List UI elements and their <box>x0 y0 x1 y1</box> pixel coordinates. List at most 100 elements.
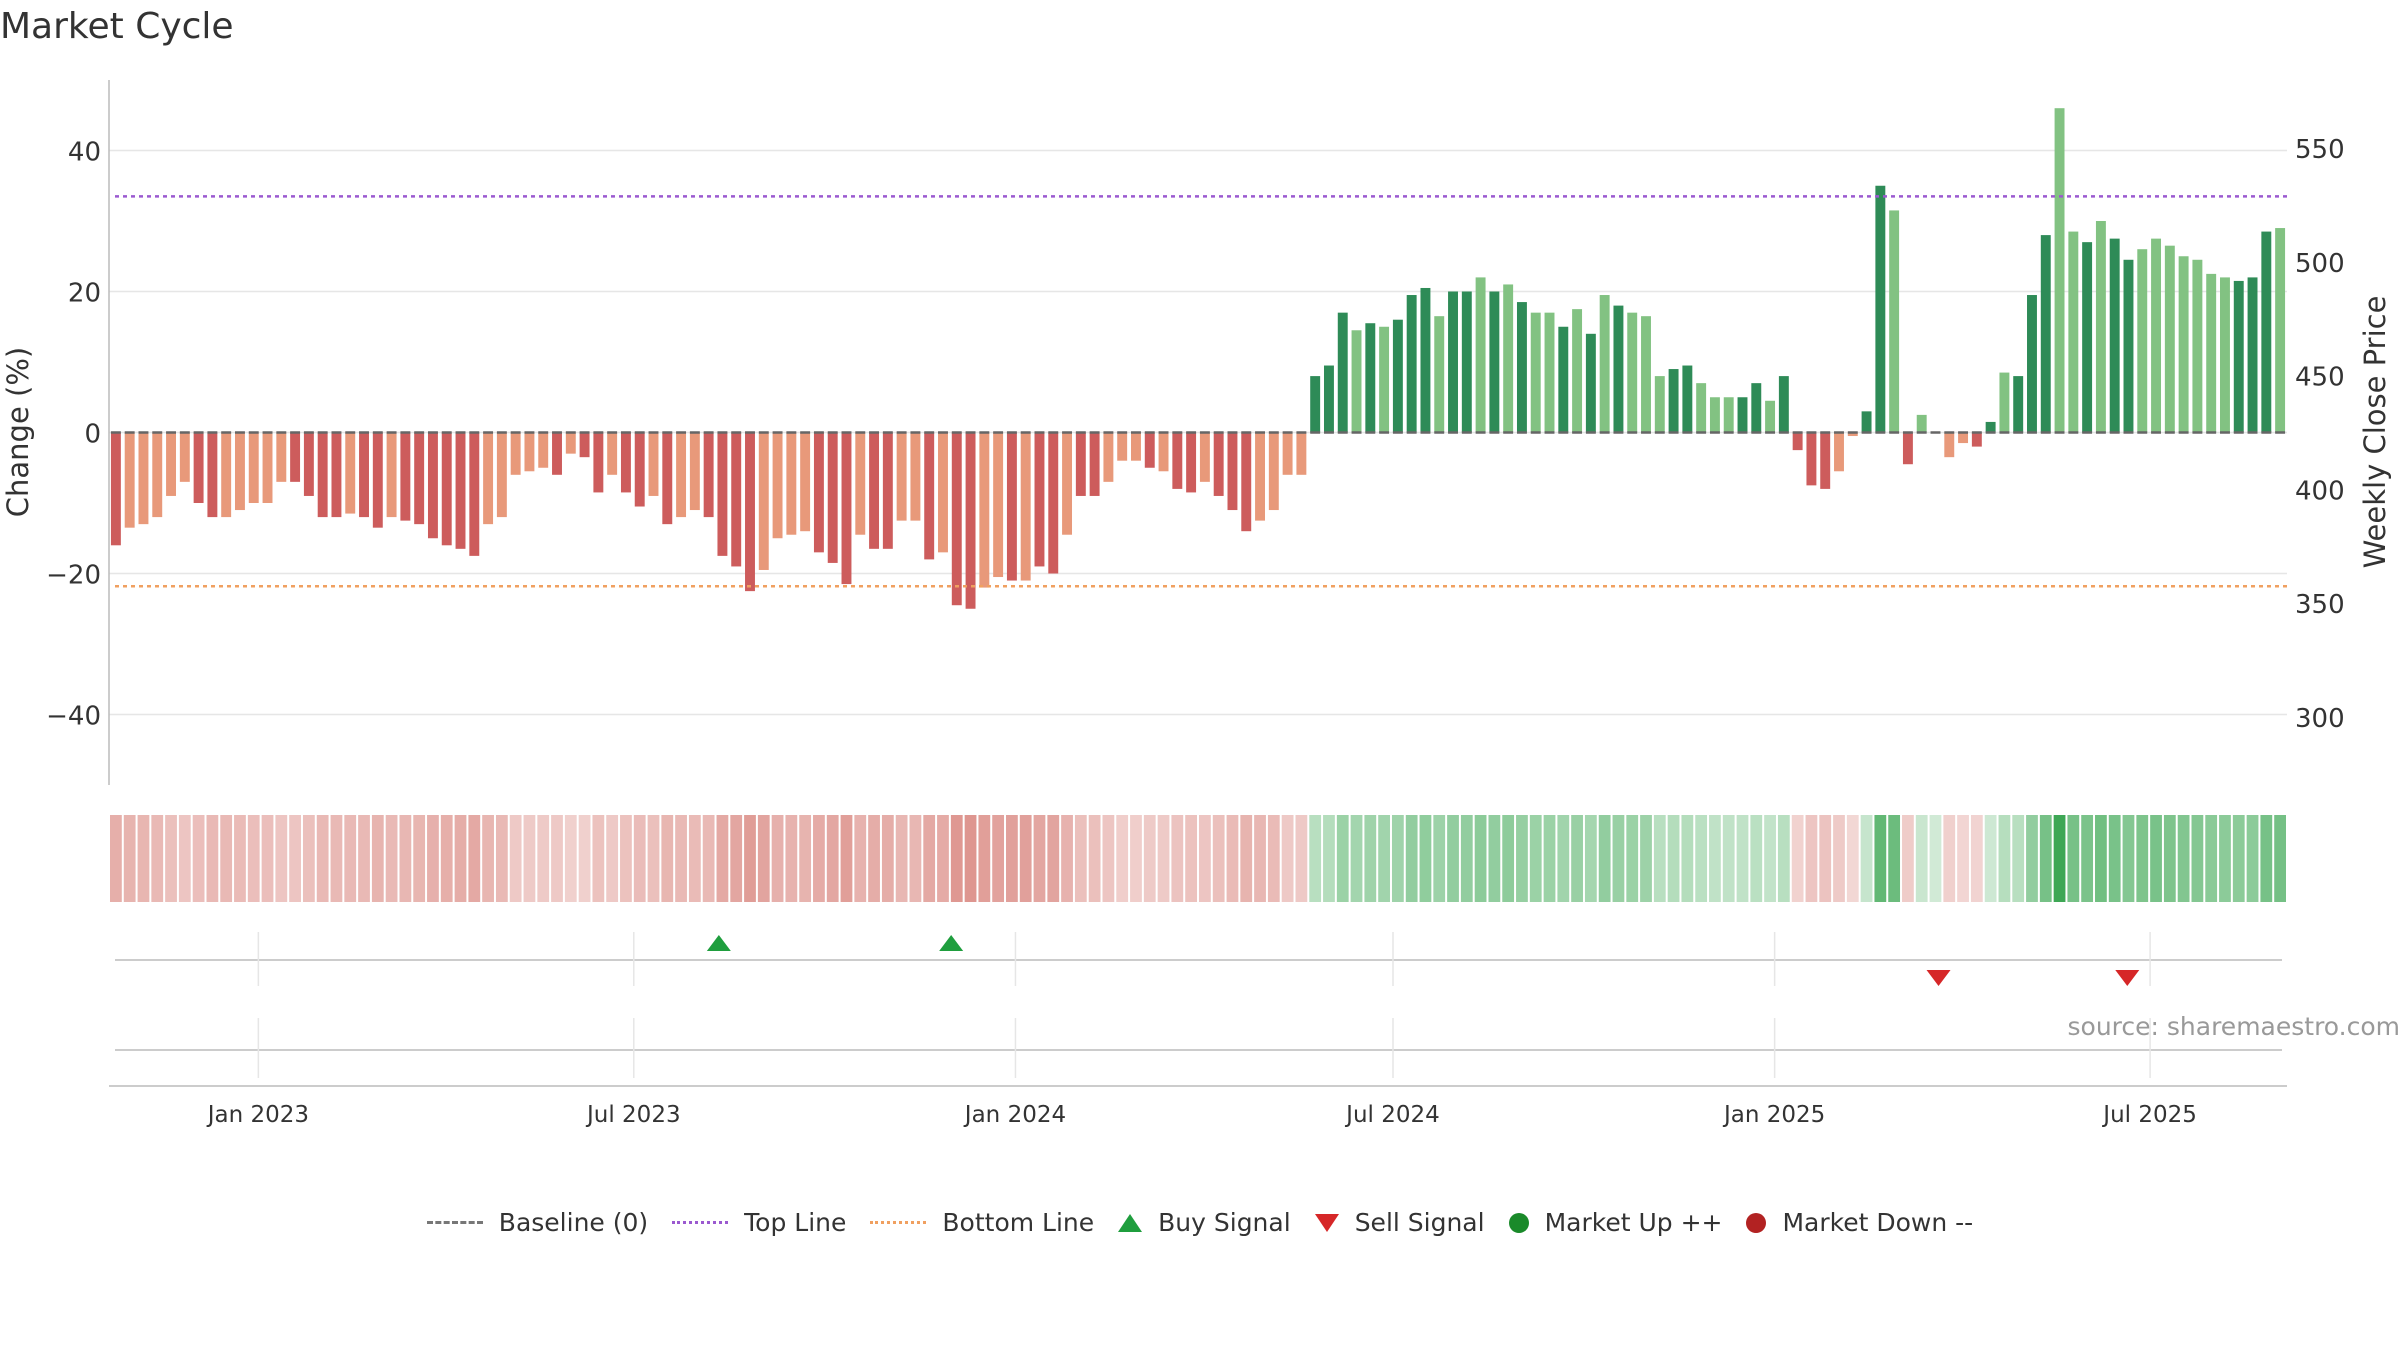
change-bar <box>1172 432 1183 489</box>
heat-cell <box>2150 815 2162 902</box>
heat-cell <box>1047 815 1060 902</box>
change-bar <box>152 432 163 518</box>
change-bar <box>1131 432 1141 461</box>
source-note: source: sharemaestro.com <box>2067 1012 2400 1041</box>
change-bar <box>1475 277 1486 433</box>
heat-cell <box>413 815 426 902</box>
buy-signal-marker <box>939 935 964 951</box>
change-bar <box>579 432 590 458</box>
heat-cell <box>1750 815 1763 902</box>
change-bar <box>1186 432 1197 493</box>
change-bar <box>1971 432 1982 447</box>
signal-panel <box>109 932 2287 1087</box>
heat-cell <box>551 815 563 902</box>
y-tick-label: −20 <box>46 561 101 591</box>
heat-cell <box>868 815 880 902</box>
heat-cell <box>1474 815 1487 902</box>
change-bar <box>2123 259 2134 433</box>
change-bar <box>221 432 232 518</box>
change-bar <box>1572 309 1583 433</box>
heat-cell <box>895 815 908 902</box>
change-bar <box>1585 333 1596 433</box>
heat-cell <box>178 815 191 902</box>
heat-cell <box>1309 815 1322 902</box>
y-right-tick-label: 350 <box>2295 590 2345 620</box>
change-bar <box>1323 365 1334 433</box>
change-bar <box>1075 432 1086 496</box>
change-bar <box>290 432 301 482</box>
heat-cell <box>1833 815 1845 902</box>
change-bar <box>1048 432 1059 574</box>
change-bar <box>248 432 259 503</box>
heat-cell <box>2108 815 2121 902</box>
heat-cell <box>813 815 825 902</box>
legend-item-sell: Sell Signal <box>1314 1208 1485 1237</box>
heat-cell <box>275 815 288 902</box>
heat-cell <box>675 815 687 902</box>
heat-cell <box>1405 815 1418 902</box>
heat-cell <box>1929 815 1942 902</box>
change-bar <box>2027 295 2037 433</box>
legend-item-top-line: Top Line <box>672 1208 846 1237</box>
heat-cell <box>1460 815 1473 902</box>
heat-cell <box>1019 815 1032 902</box>
change-bar <box>1461 291 1472 433</box>
change-bar <box>634 432 645 507</box>
change-bar <box>2151 238 2162 433</box>
change-bar <box>1544 312 1555 433</box>
heat-cell <box>482 815 494 902</box>
heat-cell <box>592 815 605 902</box>
change-bar <box>1062 432 1073 535</box>
heat-cell <box>1764 815 1776 902</box>
change-bar <box>786 432 797 535</box>
change-bar <box>1255 432 1265 521</box>
top-line-dotted-icon <box>672 1221 729 1224</box>
change-bar <box>1985 421 1996 433</box>
change-bar <box>2220 277 2230 433</box>
heat-cell <box>206 815 219 902</box>
heat-cell <box>1433 815 1446 902</box>
heat-cell <box>1846 815 1859 902</box>
change-bar <box>483 432 494 525</box>
heat-cell <box>1323 815 1335 902</box>
change-bar <box>1999 372 2010 433</box>
change-bar <box>138 432 149 525</box>
heat-cell <box>1006 815 1018 902</box>
heat-cell <box>1695 815 1708 902</box>
change-bar <box>1034 432 1045 567</box>
change-bar <box>1516 302 1527 433</box>
change-bar <box>276 432 287 482</box>
heat-cell <box>537 815 550 902</box>
heat-cell <box>371 815 384 902</box>
heat-cell <box>2026 815 2038 902</box>
change-bar <box>882 432 893 549</box>
change-bar <box>855 432 866 535</box>
change-bar <box>1213 432 1224 496</box>
change-bar <box>372 432 383 528</box>
change-bar <box>620 432 631 493</box>
heat-cell <box>1653 815 1666 902</box>
heat-cell <box>1957 815 1969 902</box>
heat-cell <box>799 815 812 902</box>
heat-cell <box>385 815 398 902</box>
change-bar <box>979 432 990 588</box>
legend-label: Baseline (0) <box>498 1208 649 1237</box>
heat-cell <box>564 815 577 902</box>
heat-cell <box>1612 815 1625 902</box>
x-tick-label: Jan 2025 <box>1722 1102 1825 1128</box>
heat-cell <box>1819 815 1832 902</box>
heat-cell <box>1061 815 1073 902</box>
heat-cell <box>1488 815 1501 902</box>
change-bar <box>1847 432 1858 437</box>
heat-cell <box>744 815 756 902</box>
x-tick-label: Jul 2024 <box>1344 1102 1440 1128</box>
change-bar <box>2192 259 2203 433</box>
change-bar <box>359 432 369 518</box>
heat-cell <box>1281 815 1294 902</box>
change-bar <box>1599 295 1610 433</box>
change-bar <box>1406 295 1417 433</box>
change-bar <box>1489 291 1500 433</box>
change-bar <box>331 432 342 518</box>
change-bar <box>1641 316 1651 433</box>
y-tick-label: 20 <box>68 279 101 309</box>
